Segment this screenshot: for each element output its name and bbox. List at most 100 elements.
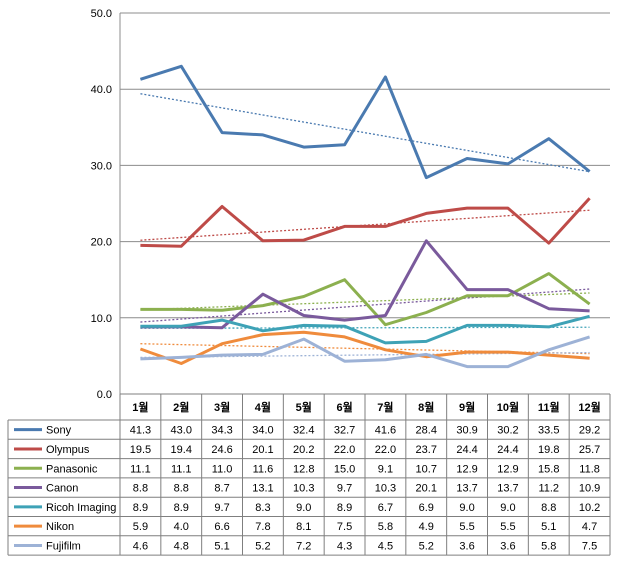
series-line-fujifilm	[140, 335, 591, 369]
data-label: 7.8	[255, 521, 270, 533]
data-label: 10.3	[293, 483, 314, 495]
legend-label-ricoh-imaging: Ricoh Imaging	[46, 502, 116, 514]
data-label: 5.8	[378, 521, 393, 533]
data-label: 8.1	[296, 521, 311, 533]
data-label: 13.1	[252, 483, 273, 495]
data-label: 24.6	[211, 444, 232, 456]
data-label: 9.7	[337, 483, 352, 495]
x-tick-label: 2월	[173, 400, 189, 414]
data-label: 5.9	[133, 521, 148, 533]
data-label: 12.9	[497, 463, 518, 475]
series-line-sony	[139, 64, 591, 180]
data-label: 5.5	[500, 521, 515, 533]
data-label: 43.0	[171, 425, 192, 437]
data-label: 24.4	[456, 444, 477, 456]
data-label: 10.2	[579, 502, 600, 514]
data-label: 5.1	[541, 521, 556, 533]
data-label: 9.0	[459, 502, 474, 514]
data-label: 10.9	[579, 483, 600, 495]
data-label: 25.7	[579, 444, 600, 456]
legend-label-canon: Canon	[46, 483, 78, 495]
data-label: 19.5	[130, 444, 151, 456]
data-label: 4.3	[337, 540, 352, 552]
data-label: 10.3	[375, 483, 396, 495]
legend-label-nikon: Nikon	[46, 521, 74, 533]
data-label: 13.7	[497, 483, 518, 495]
x-tick-label: 8월	[418, 400, 434, 414]
data-label: 32.7	[334, 425, 355, 437]
data-label: 4.9	[419, 521, 434, 533]
x-tick-label: 12월	[578, 400, 600, 414]
data-label: 11.2	[538, 483, 559, 495]
data-label: 33.5	[538, 425, 559, 437]
data-label: 32.4	[293, 425, 314, 437]
series-lines	[139, 64, 591, 369]
data-label: 10.7	[416, 463, 437, 475]
data-label: 11.6	[253, 463, 274, 475]
data-label: 4.6	[133, 540, 148, 552]
data-label: 8.8	[541, 502, 556, 514]
data-label: 29.2	[579, 425, 600, 437]
data-label: 28.4	[416, 425, 437, 437]
data-label: 5.5	[459, 521, 474, 533]
y-tick-label: 10.0	[91, 313, 112, 325]
data-label: 7.5	[582, 540, 597, 552]
data-label: 8.3	[255, 502, 270, 514]
y-tick-label: 50.0	[91, 8, 112, 20]
data-label: 15.0	[334, 463, 355, 475]
x-tick-label: 9월	[459, 400, 475, 414]
trendline-ricoh-imaging	[140, 326, 590, 329]
series-line-olympus	[140, 197, 591, 248]
y-tick-label: 30.0	[91, 160, 112, 172]
trendline-nikon	[140, 343, 590, 355]
data-label: 6.9	[419, 502, 434, 514]
x-tick-label: 11월	[538, 400, 560, 414]
data-label: 8.7	[214, 483, 229, 495]
data-label: 22.0	[334, 444, 355, 456]
data-label: 8.8	[174, 483, 189, 495]
x-tick-label: 7월	[377, 400, 393, 414]
data-label: 24.4	[497, 444, 518, 456]
data-label: 4.7	[582, 521, 597, 533]
trendline-canon	[140, 288, 590, 323]
data-label: 5.2	[419, 540, 434, 552]
y-tick-label: 0.0	[97, 389, 112, 401]
data-label: 20.1	[252, 444, 273, 456]
data-label: 23.7	[416, 444, 437, 456]
data-label: 8.9	[337, 502, 352, 514]
data-label: 7.5	[337, 521, 352, 533]
data-table: 1월 2월 3월 4월 5월 6월 7월 8월 9월 10월 11월 12월 Sony 41.3 43.0 3…	[7, 393, 611, 556]
data-label: 11.8	[579, 463, 600, 475]
x-tick-label: 1월	[132, 400, 148, 414]
data-label: 6.7	[378, 502, 393, 514]
x-tick-label: 10월	[497, 400, 519, 414]
data-label: 9.0	[500, 502, 515, 514]
data-label: 8.8	[133, 483, 148, 495]
data-label: 5.2	[255, 540, 270, 552]
data-label: 20.2	[293, 444, 314, 456]
y-tick-label: 40.0	[91, 84, 112, 96]
y-axis: 0.0 10.0 20.0 30.0 40.0 50.0	[91, 8, 121, 401]
data-label: 8.9	[133, 502, 148, 514]
data-label: 30.2	[497, 425, 518, 437]
data-label: 22.0	[375, 444, 396, 456]
data-label: 4.8	[174, 540, 189, 552]
y-tick-label: 20.0	[91, 237, 112, 249]
data-label: 9.7	[214, 502, 229, 514]
x-tick-label: 6월	[336, 400, 352, 414]
gridlines	[120, 12, 610, 395]
data-label: 11.1	[130, 463, 151, 475]
data-label: 6.6	[214, 521, 229, 533]
data-label: 12.9	[456, 463, 477, 475]
legend-label-fujifilm: Fujifilm	[46, 540, 81, 552]
legend-label-sony: Sony	[46, 425, 72, 437]
data-label: 5.8	[541, 540, 556, 552]
legend-label-olympus: Olympus	[46, 444, 90, 456]
data-label: 19.8	[538, 444, 559, 456]
data-label: 11.0	[212, 463, 233, 475]
data-label: 7.2	[296, 540, 311, 552]
data-label: 20.1	[416, 483, 437, 495]
legend-label-panasonic: Panasonic	[46, 463, 98, 475]
trendline-fujifilm	[140, 351, 590, 359]
